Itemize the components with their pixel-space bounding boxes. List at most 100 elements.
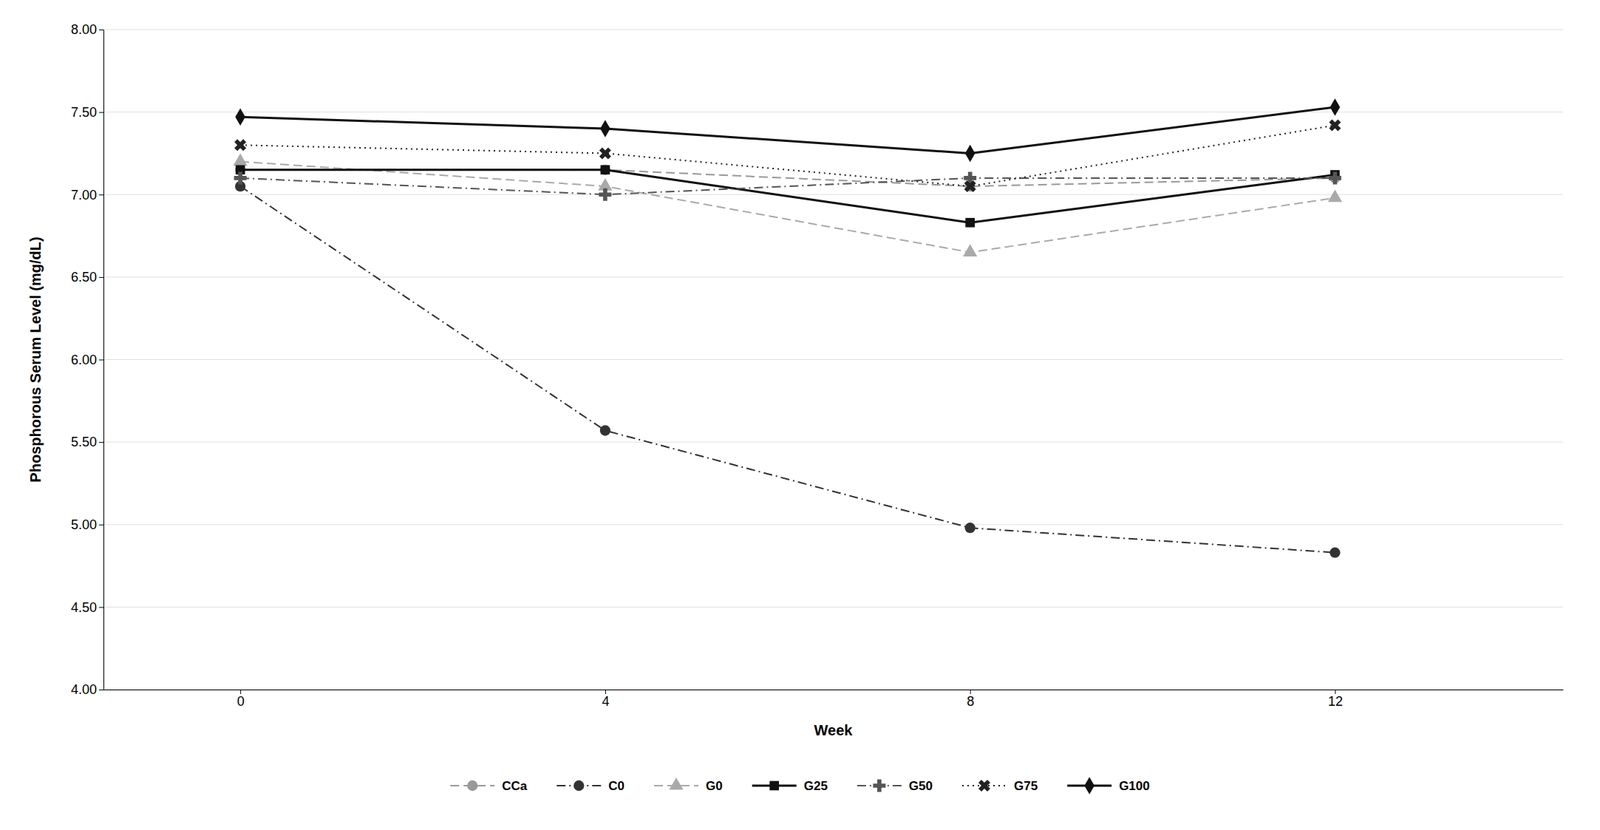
series: [235, 164, 1340, 227]
legend: CCa C0 G0 G25 G50 G75 G100: [450, 776, 1150, 795]
legend-item: G100: [1067, 776, 1150, 795]
legend-item: G75: [962, 776, 1038, 795]
y-tick-mark: [99, 277, 104, 278]
series: [234, 171, 1342, 201]
series-marker: [1328, 171, 1342, 185]
x-tick-label: 0: [237, 693, 245, 709]
grid-line: [103, 194, 1564, 196]
legend-marker: [872, 779, 886, 793]
series-marker: [961, 177, 980, 196]
series-marker: [600, 119, 611, 138]
y-tick: 6.00: [70, 352, 104, 368]
chart: 4.00 4.50 5.00 5.50 6.00 6.50 7.00 7.50 8.00 0 4 8 1…: [0, 0, 1600, 830]
y-axis-line: [103, 30, 105, 691]
y-tick: 4.00: [70, 682, 104, 697]
y-tick-label: 4.00: [70, 682, 97, 697]
y-tick-mark: [99, 441, 104, 443]
grid-line: [103, 689, 1564, 691]
x-tick-label: 12: [1328, 693, 1343, 709]
series-marker: [1328, 189, 1343, 203]
y-tick-mark: [99, 112, 104, 114]
grid-line: [103, 441, 1564, 443]
y-tick-mark: [99, 359, 104, 361]
legend-item: CCa: [450, 778, 528, 793]
legend-marker: [769, 781, 779, 791]
y-axis: 4.00 4.50 5.00 5.50 6.00 6.50 7.00 7.50 8.00: [70, 22, 105, 697]
series-line: [240, 107, 1335, 154]
y-tick-mark: [99, 29, 104, 31]
legend-item: G0: [654, 777, 723, 793]
grid-line: [103, 29, 1564, 31]
series-marker: [965, 522, 976, 533]
series-line: [240, 186, 1335, 553]
legend-label: G50: [909, 778, 933, 793]
series-line: [240, 178, 1335, 195]
x-tick: 12: [1328, 689, 1343, 709]
y-tick-label: 8.00: [70, 22, 97, 37]
series: [235, 181, 1341, 558]
series-line: [240, 124, 1335, 187]
legend-marker: [467, 780, 478, 791]
x-axis: 0 4 8 12: [104, 689, 1564, 709]
y-tick: 4.50: [70, 600, 104, 615]
y-tick-label: 7.00: [70, 187, 97, 203]
legend-marker: [1084, 776, 1095, 795]
legend-label: G0: [705, 778, 723, 793]
y-tick: 5.00: [70, 517, 104, 533]
y-tick-label: 6.50: [70, 269, 97, 285]
series-marker: [962, 243, 977, 257]
x-tick: 0: [237, 689, 245, 709]
grid: [103, 29, 1564, 690]
grid-line: [103, 523, 1564, 525]
y-tick-mark: [99, 689, 104, 691]
grid-line: [103, 111, 1564, 113]
legend-item: G50: [857, 778, 933, 793]
y-tick: 8.00: [70, 22, 104, 37]
series-line: [240, 161, 1335, 253]
marks: [231, 98, 1344, 558]
series-marker: [598, 188, 612, 202]
y-tick-label: 7.50: [70, 104, 97, 120]
x-tick-label: 4: [601, 693, 609, 709]
series: [235, 98, 1340, 162]
series-marker: [965, 218, 975, 228]
y-tick: 7.00: [70, 187, 104, 203]
y-tick-label: 6.00: [70, 352, 97, 368]
x-axis-title: Week: [814, 722, 854, 739]
series-marker: [231, 135, 250, 154]
legend-item: G25: [752, 778, 828, 793]
y-tick-label: 5.50: [70, 434, 97, 450]
grid-line: [103, 276, 1564, 278]
series-marker: [235, 108, 246, 127]
y-tick: 6.50: [70, 269, 104, 285]
grid-line: [103, 606, 1564, 608]
series-marker: [965, 144, 976, 163]
series-line: [240, 169, 1335, 223]
series-marker: [1329, 547, 1340, 558]
y-tick-label: 5.00: [70, 517, 97, 533]
legend-label: CCa: [501, 778, 528, 793]
y-tick-mark: [99, 524, 104, 526]
series-marker: [1325, 116, 1344, 134]
series-marker: [233, 153, 248, 167]
y-tick-mark: [99, 194, 104, 196]
x-tick-label: 8: [966, 693, 975, 709]
plot: 4.00 4.50 5.00 5.50 6.00 6.50 7.00 7.50 8.00 0 4 8 1…: [27, 22, 1564, 739]
legend-label: C0: [608, 778, 625, 793]
legend-label: G100: [1118, 778, 1150, 793]
y-tick: 7.50: [70, 104, 104, 120]
series-marker: [600, 424, 611, 436]
series-marker: [596, 144, 615, 162]
y-tick: 5.50: [70, 434, 104, 450]
legend-label: G25: [804, 778, 828, 793]
series-marker: [600, 164, 611, 175]
series: [233, 153, 1343, 257]
x-tick: 8: [966, 689, 975, 709]
series-marker: [234, 171, 247, 185]
x-tick: 4: [601, 689, 609, 709]
legend-label: G75: [1013, 778, 1038, 793]
y-tick-mark: [99, 606, 104, 608]
series-marker: [1330, 98, 1341, 117]
legend-marker: [668, 777, 683, 791]
x-axis-line: [104, 689, 1564, 691]
